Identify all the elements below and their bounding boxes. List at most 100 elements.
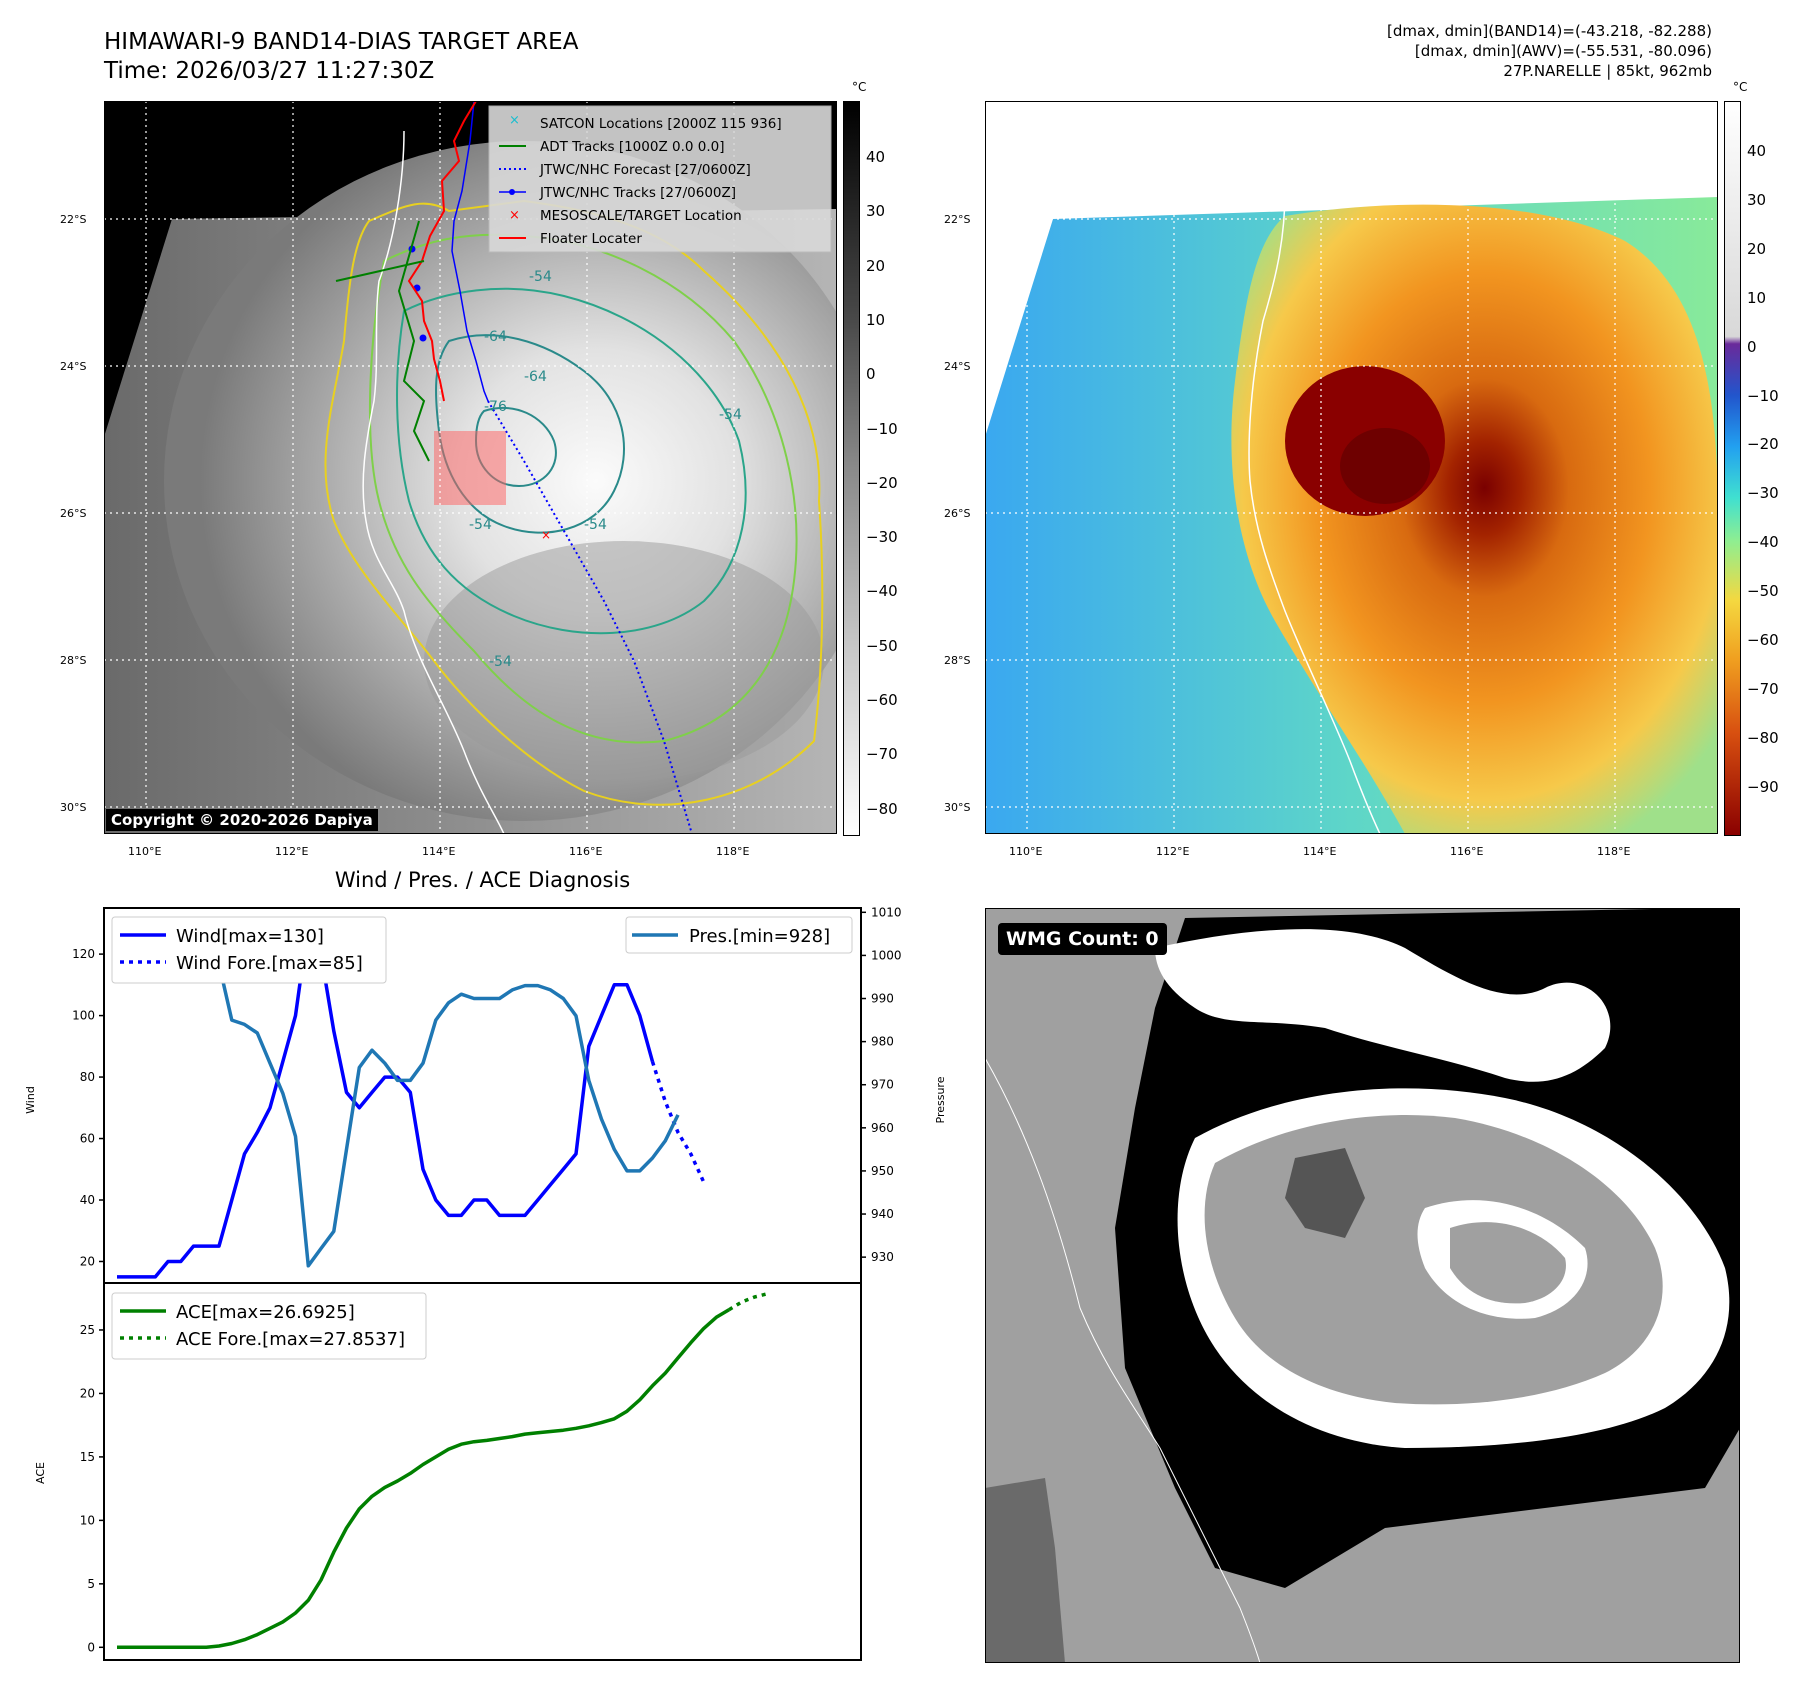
legend-satcon: SATCON Locations [2000Z 115 936] (540, 116, 782, 132)
contour-label: -54 (584, 517, 607, 533)
info-line-1: [dmax, dmin](BAND14)=(-43.218, -82.288) (1387, 22, 1712, 40)
awv-lon-label: 114°E (1303, 845, 1337, 858)
svg-text:×: × (509, 113, 520, 128)
info-line-3: 27P.NARELLE | 85kt, 962mb (1503, 62, 1712, 80)
ir-colorbar-tick: −20 (866, 473, 898, 492)
ir-colorbar-tick: 10 (866, 310, 886, 329)
contour-label: -54 (469, 517, 492, 533)
diagnosis-title: Wind / Pres. / ACE Diagnosis (334, 868, 631, 892)
awv-colorbar-tick: 0 (1747, 337, 1757, 356)
wind-ytick-label: 40 (80, 1193, 95, 1207)
awv-colorbar-tick: 40 (1747, 142, 1767, 160)
ace-ytick-label: 25 (80, 1323, 95, 1337)
ir-lat-label: 26°S (60, 507, 87, 520)
ace-ytick-label: 10 (80, 1513, 95, 1527)
awv-colorbar-tick: −30 (1747, 484, 1779, 503)
ace-axis-label: ACE (34, 1462, 47, 1484)
awv-colorbar (1724, 101, 1741, 836)
pressure-ytick-label: 990 (871, 992, 894, 1006)
ace-ytick-label: 5 (87, 1577, 95, 1591)
ir-lat-label: 30°S (60, 801, 87, 814)
awv-lon-label: 110°E (1009, 845, 1043, 858)
ace-series-line (117, 1308, 730, 1650)
ir-lat-label: 28°S (60, 654, 87, 667)
wmg-count-label: WMG Count: 0 (998, 923, 1167, 955)
wind-axis-label: Wind (24, 1086, 37, 1114)
ir-colorbar-tick: −80 (866, 799, 898, 818)
figure-title-line-2: Time: 2026/03/27 11:27:30Z (104, 58, 435, 84)
awv-colorbar-tick: −90 (1747, 777, 1779, 796)
awv-colorbar-tick: −80 (1747, 728, 1779, 747)
legend-jtwc-tracks: JTWC/NHC Tracks [27/0600Z] (539, 185, 736, 201)
ir-colorbar-tick: −40 (866, 582, 898, 601)
legend-wind-forecast: Wind Fore.[max=85] (176, 953, 363, 974)
legend-pressure: Pres.[min=928] (689, 926, 830, 947)
legend-adt: ADT Tracks [1000Z 0.0 0.0] (540, 139, 724, 155)
pressure-axis-label: Pressure (934, 1076, 947, 1123)
ir-colorbar-tick: −60 (866, 691, 898, 709)
ace-chart: 0 5 10 15 20 25 ACE ACE[max=26.6925] ACE Fore… (34, 1282, 862, 1661)
ir-colorbar-tick: −10 (866, 419, 898, 438)
awv-colorbar-tick: 20 (1747, 239, 1767, 258)
awv-lat-label: 30°S (944, 801, 971, 814)
wind-ytick-label: 60 (80, 1132, 95, 1146)
legend-floater: Floater Locater (540, 231, 642, 247)
mesoscale-target-marker: × (541, 528, 551, 542)
pressure-ytick-label: 970 (871, 1078, 894, 1092)
wind-ytick-label: 120 (72, 947, 95, 961)
ir-colorbar-tick: −70 (866, 745, 898, 764)
awv-lat-label: 28°S (944, 654, 971, 667)
ir-colorbar-tick: −50 (866, 636, 898, 655)
ir-lon-label: 112°E (275, 845, 309, 858)
awv-lon-label: 112°E (1156, 845, 1190, 858)
ace-forecast-series-line (728, 1292, 768, 1312)
awv-colorbar-tick: −60 (1747, 631, 1779, 649)
pressure-ytick-label: 930 (871, 1250, 894, 1264)
ace-legend (111, 1292, 427, 1360)
wind-ytick-label: 100 (72, 1009, 95, 1023)
ir-colorbar-unit: °C (852, 80, 867, 94)
ir-lon-label: 116°E (569, 845, 603, 858)
pressure-ytick-label: 950 (871, 1164, 894, 1178)
wind-series-line (117, 921, 655, 1279)
pressure-ytick-label: 1010 (871, 905, 902, 919)
contour-label: -54 (529, 269, 552, 285)
awv-colorbar-tick: −10 (1747, 386, 1779, 405)
awv-lat-label: 22°S (944, 213, 971, 226)
wind-forecast-series-line (650, 1061, 706, 1183)
ir-colorbar-tick: 40 (866, 148, 886, 166)
wind-ytick-label: 80 (80, 1070, 95, 1084)
ace-ytick-label: 0 (87, 1640, 95, 1654)
svg-text:×: × (509, 208, 520, 223)
ir-lon-label: 114°E (422, 845, 456, 858)
contour-label: -54 (719, 407, 742, 423)
wind-legend (111, 916, 387, 984)
awv-lat-label: 26°S (944, 507, 971, 520)
ir-map-panel: × -54 -64 -64 -76 -54 -54 -54 -54 × × SA… (104, 101, 837, 834)
awv-colorbar-tick: 10 (1747, 288, 1767, 307)
awv-colorbar-tick: −20 (1747, 435, 1779, 454)
wind-ytick-label: 20 (80, 1254, 95, 1268)
wind-pressure-chart: 20 40 60 80 100 120 930 940 950 960 970 980 990 1000… (24, 905, 947, 1284)
contour-label: -64 (484, 329, 507, 345)
ace-ytick-label: 20 (80, 1386, 95, 1400)
ir-lon-label: 118°E (716, 845, 750, 858)
ir-colorbar (843, 101, 860, 836)
ir-colorbar-tick: 20 (866, 256, 886, 275)
legend-ace: ACE[max=26.6925] (176, 1302, 355, 1323)
ir-colorbar-tick: −30 (866, 528, 898, 547)
contour-label: -54 (489, 654, 512, 670)
contour-label: -76 (484, 399, 507, 415)
figure-title-line-1: HIMAWARI-9 BAND14-DIAS TARGET AREA (104, 29, 579, 55)
pressure-ytick-label: 960 (871, 1121, 894, 1135)
legend-ace-forecast: ACE Fore.[max=27.8537] (176, 1329, 405, 1350)
info-line-2: [dmax, dmin](AWV)=(-55.531, -80.096) (1414, 42, 1712, 60)
pressure-ytick-label: 1000 (871, 948, 902, 962)
awv-colorbar-tick: −40 (1747, 533, 1779, 552)
pressure-ytick-label: 940 (871, 1207, 894, 1221)
contour-label: -64 (524, 369, 547, 385)
awv-colorbar-tick: 30 (1747, 190, 1767, 209)
ir-colorbar-tick: 30 (866, 202, 886, 221)
ir-colorbar-tick: 0 (866, 365, 876, 384)
legend-jtwc-forecast: JTWC/NHC Forecast [27/0600Z] (539, 162, 751, 178)
